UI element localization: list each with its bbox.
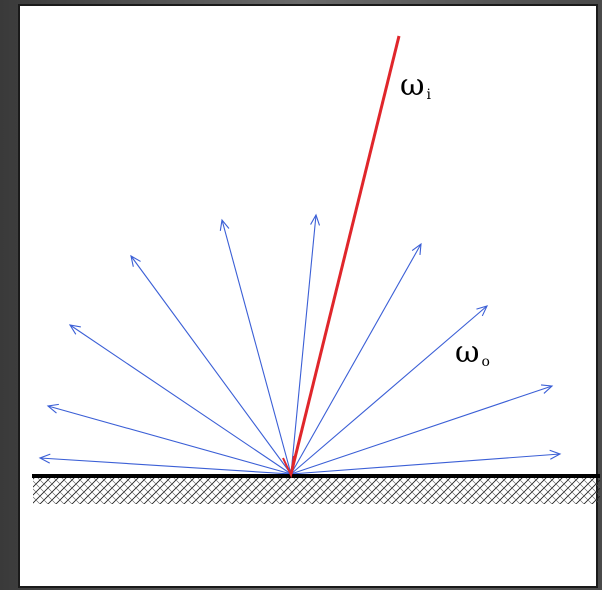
outgoing-ray-arrowhead-8 xyxy=(476,305,489,317)
incident-ray-arrowhead xyxy=(282,455,295,479)
outgoing-ray-arrowhead-1 xyxy=(38,453,51,464)
outgoing-ray-7 xyxy=(290,243,422,475)
outgoing-ray-9 xyxy=(290,385,553,475)
outgoing-ray-10 xyxy=(290,453,561,475)
surface-hatching xyxy=(33,478,600,504)
outgoing-ray-arrowhead-4 xyxy=(130,254,141,267)
outgoing-ray-2 xyxy=(47,405,292,475)
outgoing-ray-arrowhead-10 xyxy=(549,449,562,460)
outgoing-ray-5 xyxy=(221,219,292,475)
incident-ray xyxy=(289,35,401,475)
outgoing-ray-arrowhead-2 xyxy=(46,403,59,414)
outgoing-ray-arrowhead-7 xyxy=(411,242,422,256)
outgoing-ray-8 xyxy=(290,305,488,475)
outgoing-rays xyxy=(38,213,562,475)
outgoing-ray-arrowhead-9 xyxy=(540,384,554,394)
outgoing-ray-3 xyxy=(69,324,292,475)
outgoing-ray-arrowhead-6 xyxy=(310,213,321,226)
outgoing-ray-6 xyxy=(290,214,317,475)
outgoing-ray-arrowhead-3 xyxy=(68,324,81,335)
outgoing-ray-4 xyxy=(130,255,292,475)
outgoing-ray-1 xyxy=(39,457,292,475)
outgoing-ray-arrowhead-5 xyxy=(219,218,230,231)
